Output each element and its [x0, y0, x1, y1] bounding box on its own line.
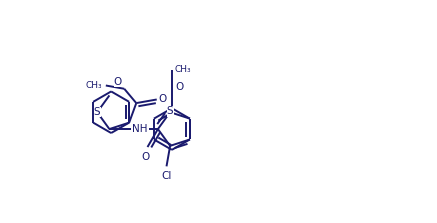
Text: O: O [158, 95, 166, 105]
Text: CH₃: CH₃ [175, 65, 191, 74]
Text: O: O [114, 77, 122, 87]
Text: NH: NH [132, 124, 148, 134]
Text: S: S [167, 106, 173, 116]
Text: Cl: Cl [161, 171, 172, 181]
Text: S: S [94, 107, 101, 117]
Text: O: O [141, 153, 149, 162]
Text: O: O [175, 83, 183, 93]
Text: CH₃: CH₃ [85, 81, 102, 90]
